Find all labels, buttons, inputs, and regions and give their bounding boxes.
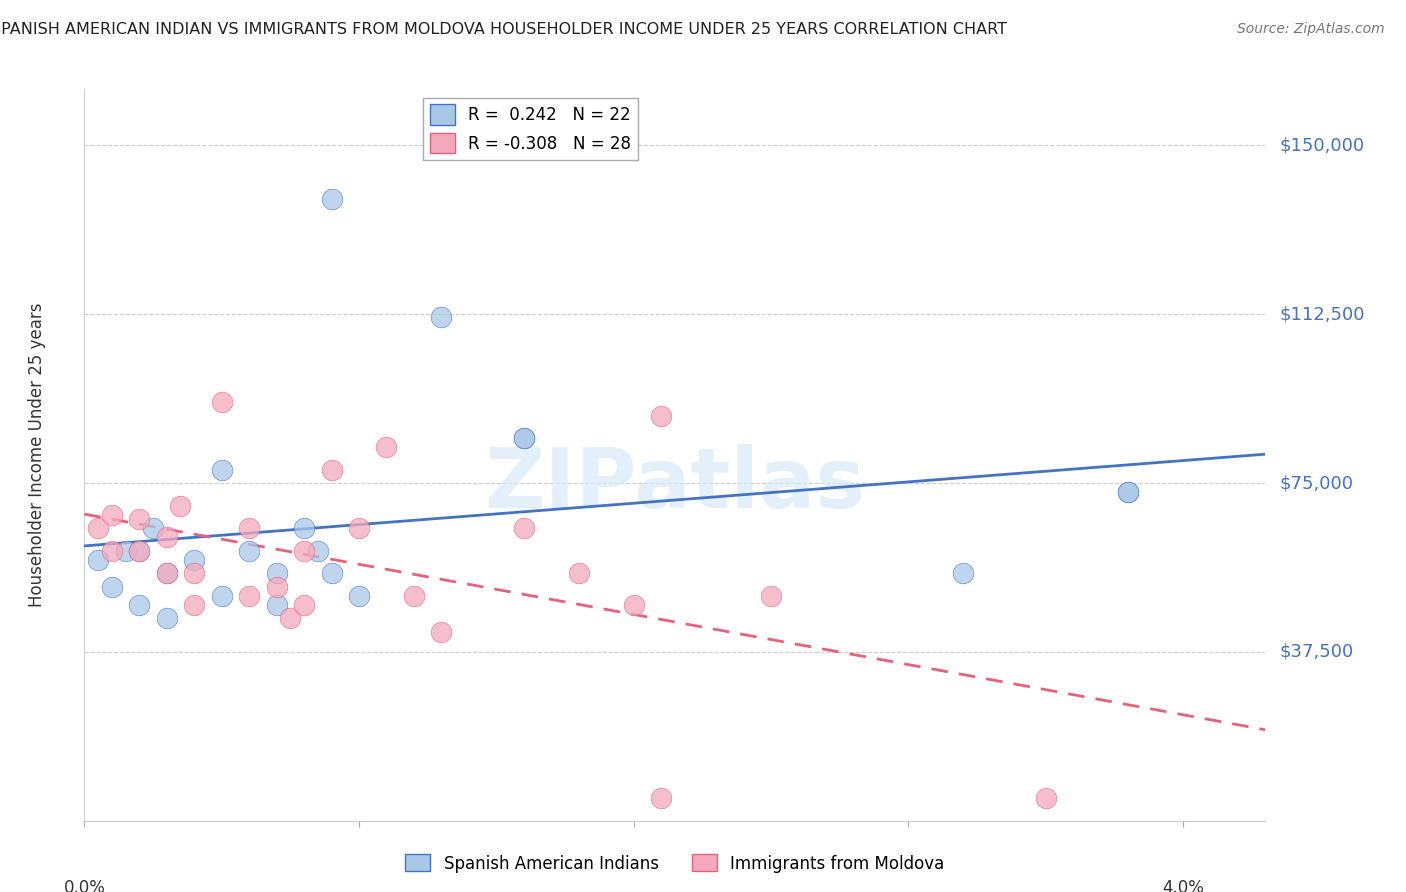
Point [347, 589, 370, 603]
Point [513, 431, 536, 445]
Point [568, 566, 591, 580]
Point [128, 598, 150, 612]
Text: $75,000: $75,000 [1279, 474, 1354, 492]
Text: Source: ZipAtlas.com: Source: ZipAtlas.com [1237, 22, 1385, 37]
Point [650, 791, 672, 805]
Point [292, 598, 315, 612]
Point [513, 521, 536, 535]
Point [142, 521, 165, 535]
Text: SPANISH AMERICAN INDIAN VS IMMIGRANTS FROM MOLDOVA HOUSEHOLDER INCOME UNDER 25 Y: SPANISH AMERICAN INDIAN VS IMMIGRANTS FR… [0, 22, 1007, 37]
Text: $112,500: $112,500 [1279, 305, 1365, 323]
Text: 0.0%: 0.0% [63, 880, 105, 892]
Legend: Spanish American Indians, Immigrants from Moldova: Spanish American Indians, Immigrants fro… [398, 847, 952, 880]
Point [280, 611, 302, 625]
Point [402, 589, 425, 603]
Text: $150,000: $150,000 [1279, 136, 1364, 154]
Point [128, 543, 150, 558]
Point [156, 566, 179, 580]
Point [952, 566, 974, 580]
Point [347, 521, 370, 535]
Point [128, 512, 150, 526]
Point [156, 611, 179, 625]
Text: ZIPatlas: ZIPatlas [485, 443, 865, 524]
Point [430, 310, 453, 324]
Point [238, 521, 260, 535]
Point [513, 431, 536, 445]
Point [156, 566, 179, 580]
Point [623, 598, 645, 612]
Point [238, 543, 260, 558]
Legend: R =  0.242   N = 22, R = -0.308   N = 28: R = 0.242 N = 22, R = -0.308 N = 28 [423, 97, 638, 160]
Point [101, 580, 124, 594]
Point [321, 566, 343, 580]
Point [101, 508, 124, 522]
Point [321, 462, 343, 476]
Text: 4.0%: 4.0% [1163, 880, 1204, 892]
Text: Householder Income Under 25 years: Householder Income Under 25 years [28, 302, 46, 607]
Text: $37,500: $37,500 [1279, 643, 1354, 661]
Point [266, 598, 288, 612]
Point [292, 543, 315, 558]
Point [114, 543, 136, 558]
Point [292, 521, 315, 535]
Point [183, 566, 205, 580]
Point [211, 395, 233, 409]
Point [1116, 485, 1139, 500]
Point [87, 521, 110, 535]
Point [321, 193, 343, 207]
Point [87, 552, 110, 566]
Point [101, 543, 124, 558]
Point [307, 543, 329, 558]
Point [266, 580, 288, 594]
Point [759, 589, 782, 603]
Point [238, 589, 260, 603]
Point [375, 440, 398, 454]
Point [1035, 791, 1057, 805]
Point [266, 566, 288, 580]
Point [183, 552, 205, 566]
Point [1116, 485, 1139, 500]
Point [211, 462, 233, 476]
Point [156, 530, 179, 544]
Point [430, 624, 453, 639]
Point [650, 409, 672, 423]
Point [183, 598, 205, 612]
Point [211, 589, 233, 603]
Point [169, 499, 191, 513]
Point [128, 543, 150, 558]
